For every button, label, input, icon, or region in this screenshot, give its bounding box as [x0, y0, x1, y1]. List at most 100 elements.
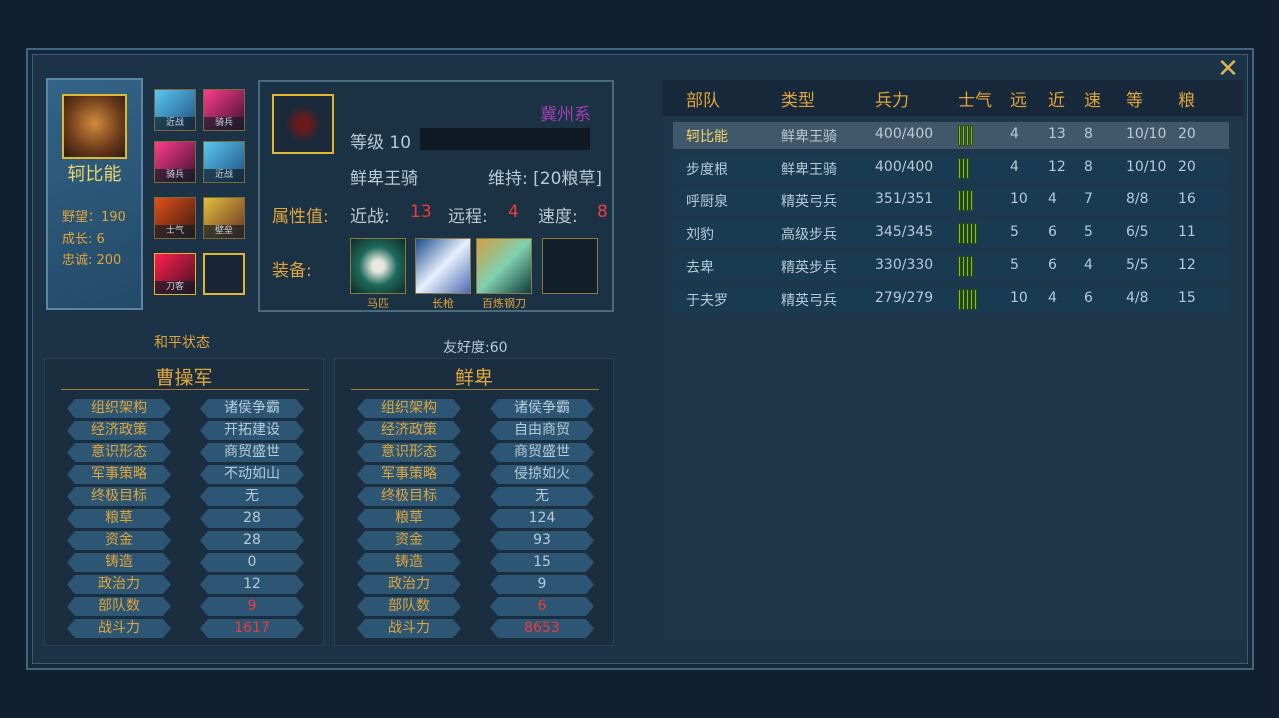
table-row[interactable]: 去卑 精英步兵 330/330 5 6 4 5/5 12 — [673, 252, 1229, 280]
faction-name: 鲜卑 — [454, 367, 493, 389]
cell-ranged: 5 — [1010, 256, 1019, 273]
skill-morale-icon[interactable]: 士气 — [154, 197, 196, 239]
stat-value: 6 — [490, 597, 594, 616]
cell-name: 刘豹 — [686, 227, 714, 244]
morale-pip — [958, 190, 961, 212]
melee-label: 近战: — [350, 207, 390, 227]
sword-icon[interactable] — [476, 238, 532, 294]
skill-cavalry-icon[interactable]: 骑兵 — [203, 89, 245, 131]
close-icon[interactable]: ✕ — [1217, 54, 1239, 84]
stat-value: 不动如山 — [200, 465, 304, 484]
empty-skill-slot[interactable] — [203, 253, 245, 295]
cell-level: 5/5 — [1126, 256, 1149, 273]
column-header[interactable]: 近 — [1048, 91, 1065, 111]
table-header — [663, 80, 1243, 116]
cell-food: 12 — [1178, 256, 1196, 273]
skill-cavalry-icon[interactable]: 骑兵 — [154, 141, 196, 183]
cell-type: 鲜卑王骑 — [781, 161, 837, 178]
morale-bar — [958, 223, 977, 245]
cell-melee: 12 — [1048, 158, 1066, 175]
stat-label: 资金 — [67, 531, 171, 550]
stat-label: 部队数 — [357, 597, 461, 616]
morale-pip — [962, 157, 965, 179]
stat-label: 组织架构 — [357, 399, 461, 418]
stat-label: 战斗力 — [357, 619, 461, 638]
table-row[interactable]: 于夫罗 精英弓兵 279/279 10 4 6 4/8 15 — [673, 285, 1229, 313]
stat-label: 政治力 — [357, 575, 461, 594]
stat-value: 诸侯争霸 — [490, 399, 594, 418]
stat-label: 终极目标 — [67, 487, 171, 506]
cell-level: 4/8 — [1126, 289, 1149, 306]
column-header[interactable]: 类型 — [781, 91, 815, 111]
cell-type: 精英步兵 — [781, 259, 837, 276]
table-row[interactable]: 轲比能 鲜卑王骑 400/400 4 13 8 10/10 20 — [673, 122, 1229, 149]
column-header[interactable]: 粮 — [1178, 91, 1195, 111]
hero-ambition: 野望：190 — [62, 210, 126, 225]
stat-value: 9 — [490, 575, 594, 594]
column-header[interactable]: 部队 — [686, 91, 720, 111]
stat-value: 无 — [490, 487, 594, 506]
morale-pip — [966, 125, 969, 146]
stat-value: 12 — [200, 575, 304, 594]
cell-ranged: 10 — [1010, 191, 1028, 208]
stat-value: 9 — [200, 597, 304, 616]
unit-cavalry-icon — [272, 94, 334, 154]
spear-icon[interactable] — [415, 238, 471, 294]
stat-label: 终极目标 — [357, 487, 461, 506]
morale-pip — [958, 223, 961, 245]
cell-ranged: 10 — [1010, 289, 1028, 306]
unit-upkeep: 维持: [20粮草] — [488, 169, 603, 189]
morale-pip — [966, 157, 969, 179]
stat-label: 意识形态 — [67, 443, 171, 462]
equip-name: 百炼钢刀 — [482, 297, 526, 310]
stat-value: 诸侯争霸 — [200, 399, 304, 418]
horse-icon[interactable] — [350, 238, 406, 294]
stat-value: 商贸盛世 — [200, 443, 304, 462]
stat-label: 意识形态 — [357, 443, 461, 462]
skill-blade-icon[interactable]: 刀客 — [154, 253, 196, 295]
stat-label: 粮草 — [67, 509, 171, 528]
cell-name: 轲比能 — [686, 129, 728, 145]
morale-bar — [958, 157, 969, 179]
morale-pip — [962, 190, 965, 212]
table-row[interactable]: 呼厨泉 精英弓兵 351/351 10 4 7 8/8 16 — [673, 187, 1229, 215]
table-row[interactable]: 步度根 鲜卑王骑 400/400 4 12 8 10/10 20 — [673, 154, 1229, 182]
stat-value: 93 — [490, 531, 594, 550]
column-header[interactable]: 兵力 — [875, 91, 909, 111]
stat-value: 28 — [200, 509, 304, 528]
morale-bar — [958, 288, 977, 310]
column-header[interactable]: 士气 — [958, 91, 992, 111]
skill-melee-icon[interactable]: 近战 — [154, 89, 196, 131]
hero-loyalty: 忠诚: 200 — [62, 253, 122, 268]
empty-equip-slot[interactable] — [542, 238, 598, 294]
stat-label: 资金 — [357, 531, 461, 550]
title-divider — [351, 389, 599, 390]
cell-food: 20 — [1178, 126, 1196, 142]
skill-fortress-icon[interactable]: 壁垒 — [203, 197, 245, 239]
column-header[interactable]: 速 — [1084, 91, 1101, 111]
cell-food: 11 — [1178, 224, 1196, 241]
cell-troops: 279/279 — [875, 289, 934, 306]
stat-label: 粮草 — [357, 509, 461, 528]
cell-melee: 4 — [1048, 191, 1057, 208]
stat-label: 铸造 — [67, 553, 171, 572]
cell-melee: 13 — [1048, 126, 1066, 142]
column-header[interactable]: 等 — [1126, 91, 1143, 111]
stat-label: 部队数 — [67, 597, 171, 616]
stat-label: 军事策略 — [357, 465, 461, 484]
cell-troops: 330/330 — [875, 256, 934, 273]
cell-speed: 8 — [1084, 158, 1093, 175]
table-row[interactable]: 刘豹 高级步兵 345/345 5 6 5 6/5 11 — [673, 220, 1229, 248]
skill-melee-icon[interactable]: 近战 — [203, 141, 245, 183]
hero-card[interactable]: 轲比能 野望：190 成长: 6 忠诚: 200 — [46, 78, 143, 310]
stat-label: 铸造 — [357, 553, 461, 572]
cell-type: 精英弓兵 — [781, 194, 837, 211]
morale-pip — [970, 223, 973, 245]
column-header[interactable]: 远 — [1010, 91, 1027, 111]
equip-label: 装备: — [272, 261, 312, 281]
morale-pip — [958, 288, 961, 310]
cell-troops: 345/345 — [875, 224, 934, 241]
morale-bar — [958, 190, 973, 212]
cell-level: 6/5 — [1126, 224, 1149, 241]
level-bar — [420, 128, 590, 150]
